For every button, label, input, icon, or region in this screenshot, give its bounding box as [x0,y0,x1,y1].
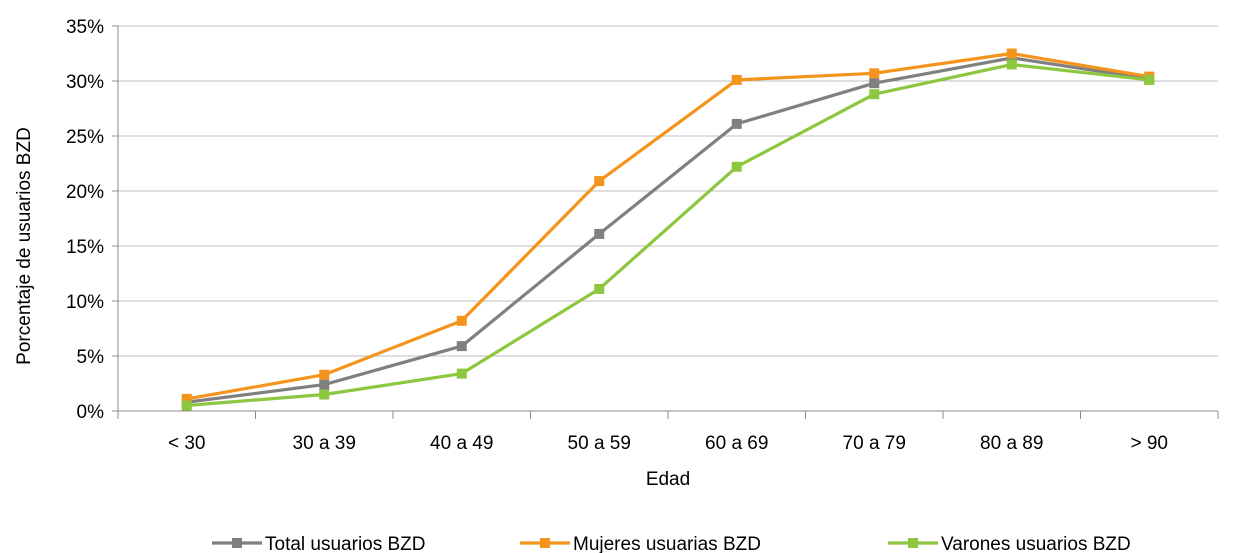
data-point [594,283,605,294]
x-tick-label: > 90 [1130,433,1168,454]
data-point [869,68,880,79]
data-point [731,118,742,129]
series-line [186,56,1150,404]
x-tick-label: 30 a 39 [293,433,356,454]
x-tick-label: 60 a 69 [705,433,768,454]
y-tick-label: 10% [66,292,104,313]
y-tick-label: 25% [66,127,104,148]
series-1 [181,52,1155,408]
data-point [181,393,192,404]
data-point [319,389,330,400]
axes [112,25,1219,419]
data-point [181,400,192,411]
data-point [594,176,605,187]
x-tick-label: 70 a 79 [843,433,906,454]
legend-swatch-marker [232,538,242,548]
y-tick-label: 20% [66,182,104,203]
data-point [731,161,742,172]
legend-item-2: Mujeres usuarias BZD [520,534,761,553]
data-point [731,74,742,85]
data-point [456,315,467,326]
series-lines [181,48,1155,411]
data-point [594,228,605,239]
series-line [186,51,1150,401]
x-tick-labels: < 30 30 a 39 40 a 49 50 a 59 60 a 69 70 a 79 8… [168,433,1168,454]
data-point [1144,74,1155,85]
series-line [186,62,1150,408]
y-tick-label: 5% [77,347,105,368]
y-tick-label: 30% [66,72,104,93]
data-point [319,379,330,390]
y-tick-label: 35% [66,17,104,38]
y-tick-label: 15% [66,237,104,258]
x-axis-title: Edad [646,469,690,490]
data-point [869,78,880,89]
legend: Total usuarios BZD Mujeres usuarias BZD Va… [212,534,1131,553]
series-3 [181,59,1155,411]
data-point [319,369,330,380]
x-tick-label: < 30 [168,433,206,454]
data-point [869,89,880,100]
x-tick-label: 80 a 89 [980,433,1043,454]
data-point [456,368,467,379]
y-tick-label: 0% [77,402,105,423]
data-point [456,341,467,352]
legend-label: Mujeres usuarias BZD [573,534,761,553]
data-point [1006,48,1017,59]
data-point [1006,59,1017,70]
y-tick-labels: 0% 5% 10% 15% 20% 25% 30% 35% [66,17,104,423]
legend-label: Varones usuarios BZD [941,534,1131,553]
legend-item-3: Varones usuarios BZD [888,534,1131,553]
x-tick-label: 50 a 59 [568,433,631,454]
gridlines [118,25,1218,357]
legend-label: Total usuarios BZD [265,534,426,553]
legend-item-1: Total usuarios BZD [212,534,426,553]
legend-swatch-marker [908,538,918,548]
y-axis-title: Porcentaje de usuarios BZD [14,127,35,365]
legend-swatch-marker [540,538,550,548]
x-tick-label: 40 a 49 [430,433,493,454]
